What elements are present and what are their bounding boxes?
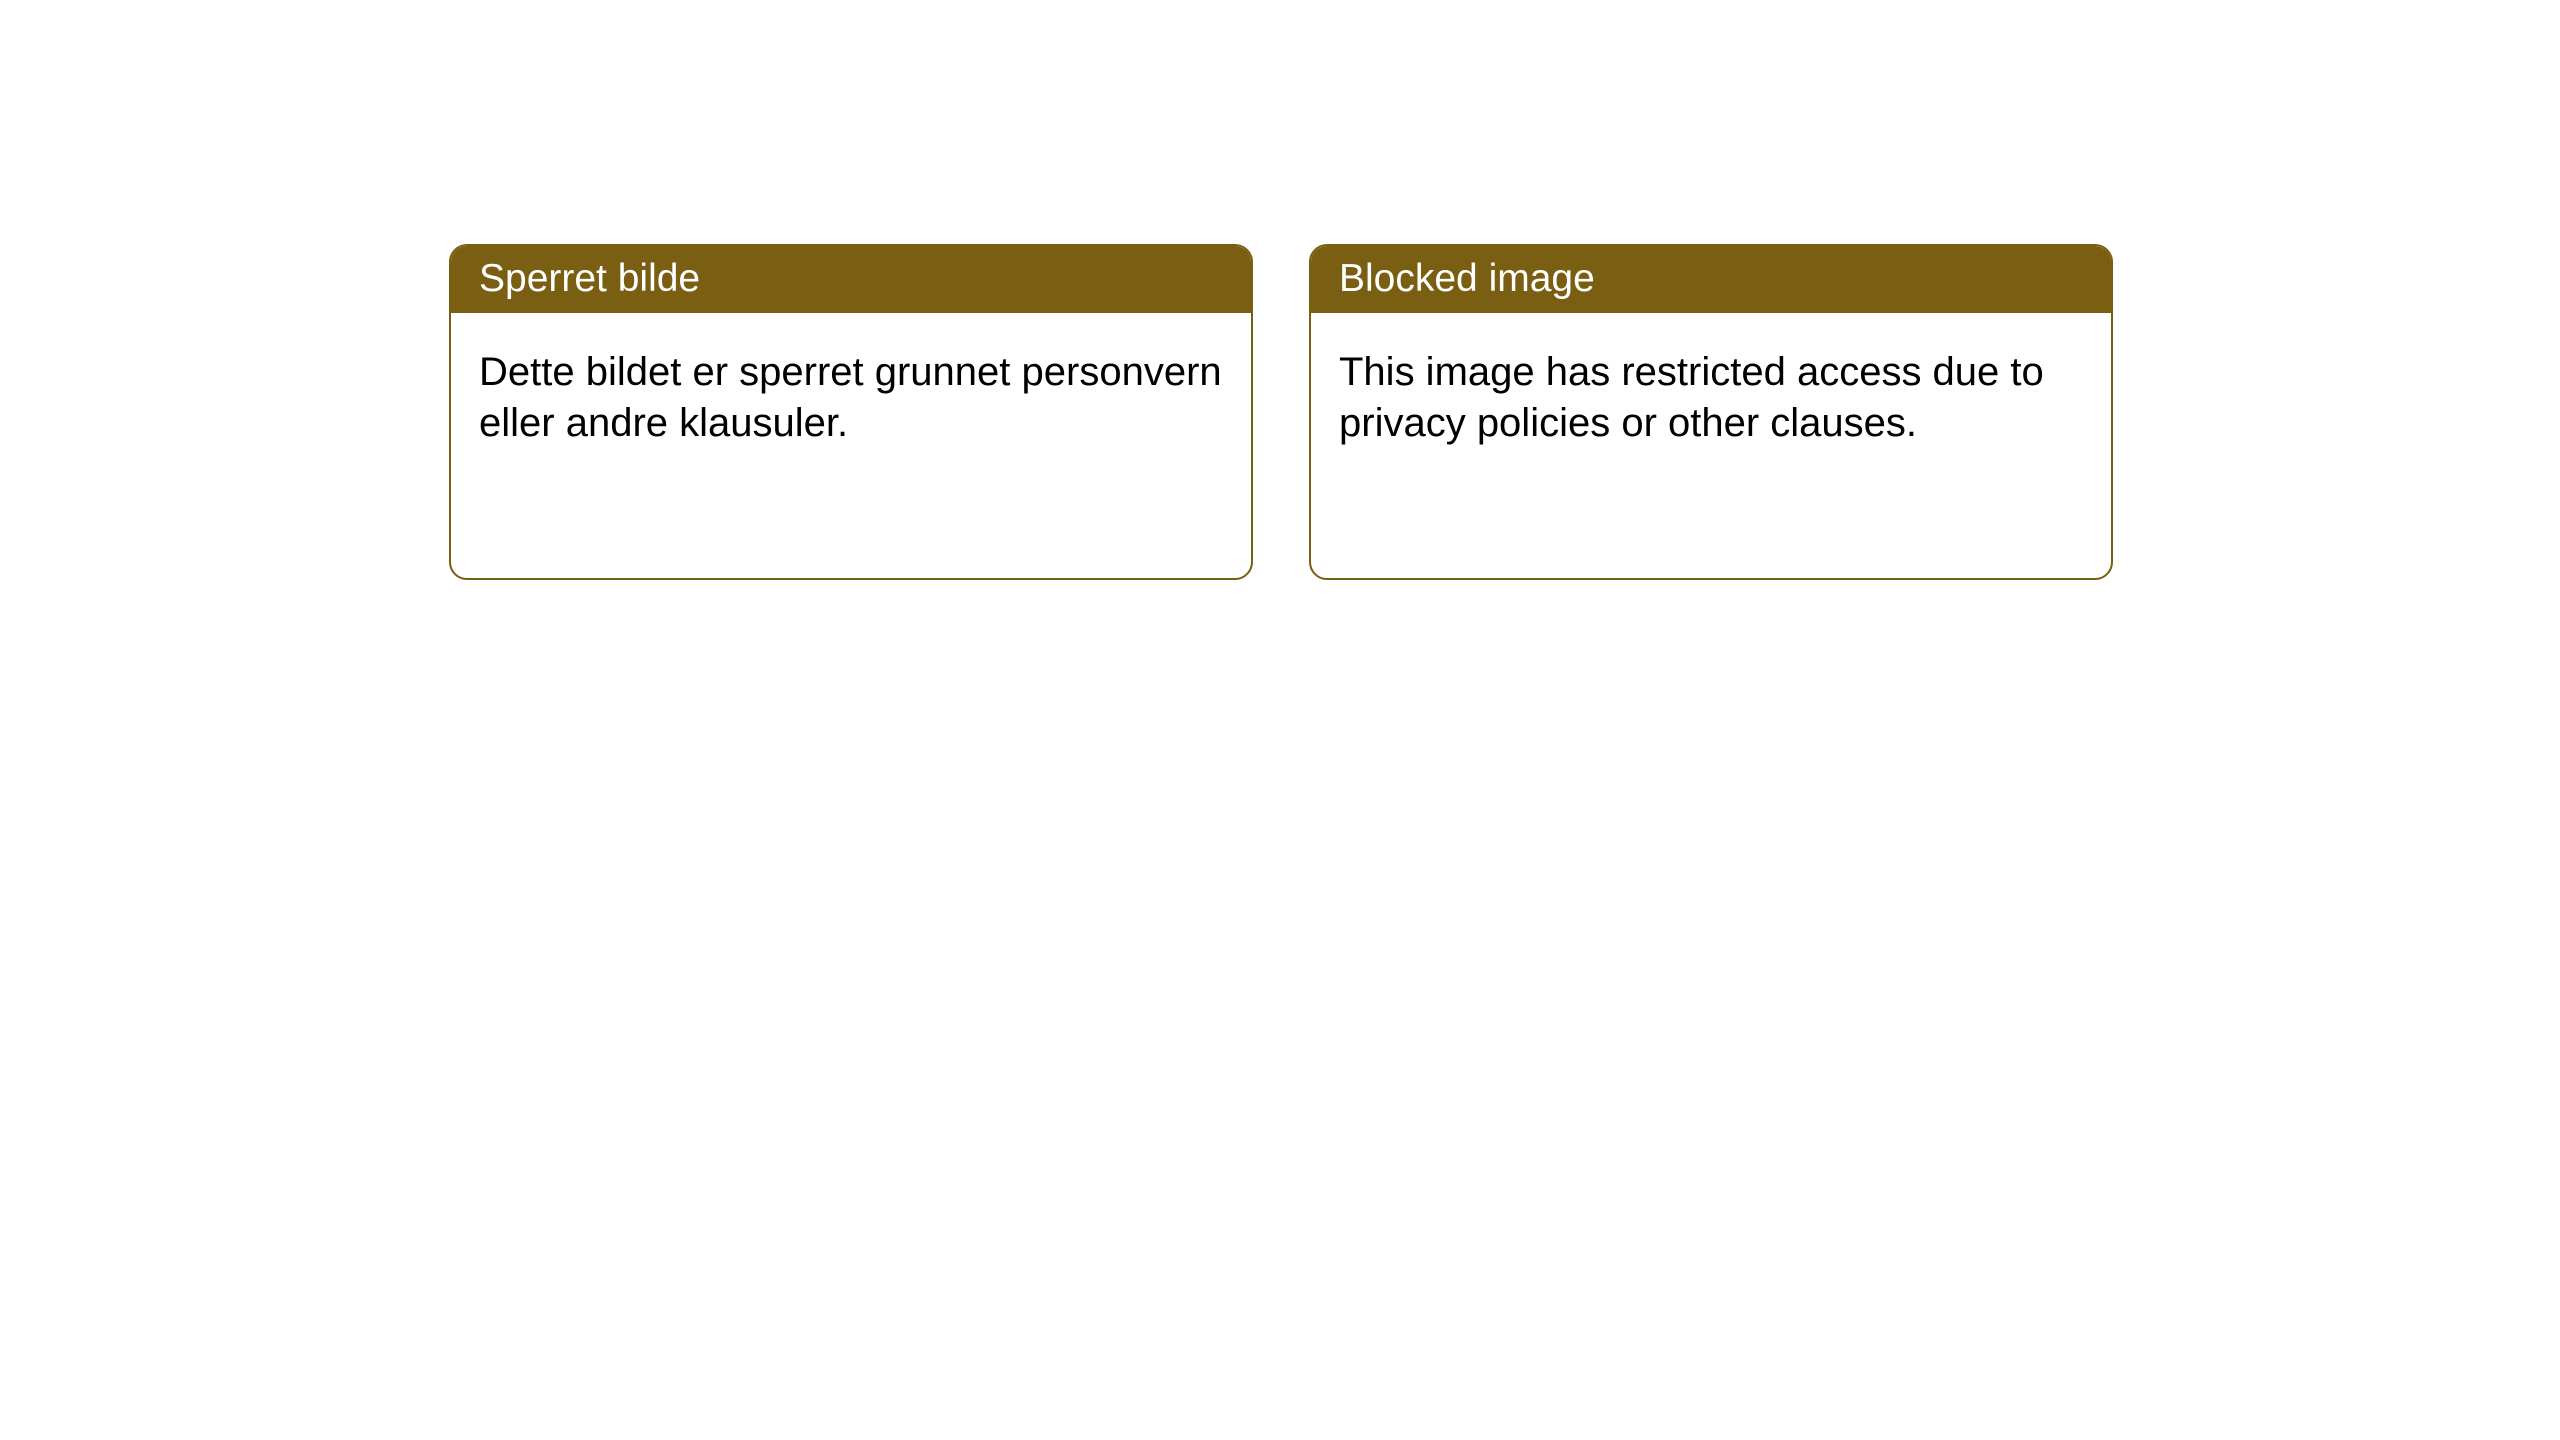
card-body: Dette bildet er sperret grunnet personve… bbox=[451, 313, 1251, 483]
card-body-text: This image has restricted access due to … bbox=[1339, 350, 2044, 445]
notice-card-english: Blocked image This image has restricted … bbox=[1309, 244, 2113, 580]
card-body: This image has restricted access due to … bbox=[1311, 313, 2111, 483]
notice-cards-container: Sperret bilde Dette bildet er sperret gr… bbox=[449, 244, 2113, 580]
card-header: Blocked image bbox=[1311, 246, 2111, 313]
card-body-text: Dette bildet er sperret grunnet personve… bbox=[479, 350, 1222, 445]
card-header-text: Sperret bilde bbox=[479, 257, 700, 300]
card-header: Sperret bilde bbox=[451, 246, 1251, 313]
notice-card-norwegian: Sperret bilde Dette bildet er sperret gr… bbox=[449, 244, 1253, 580]
card-header-text: Blocked image bbox=[1339, 257, 1595, 300]
